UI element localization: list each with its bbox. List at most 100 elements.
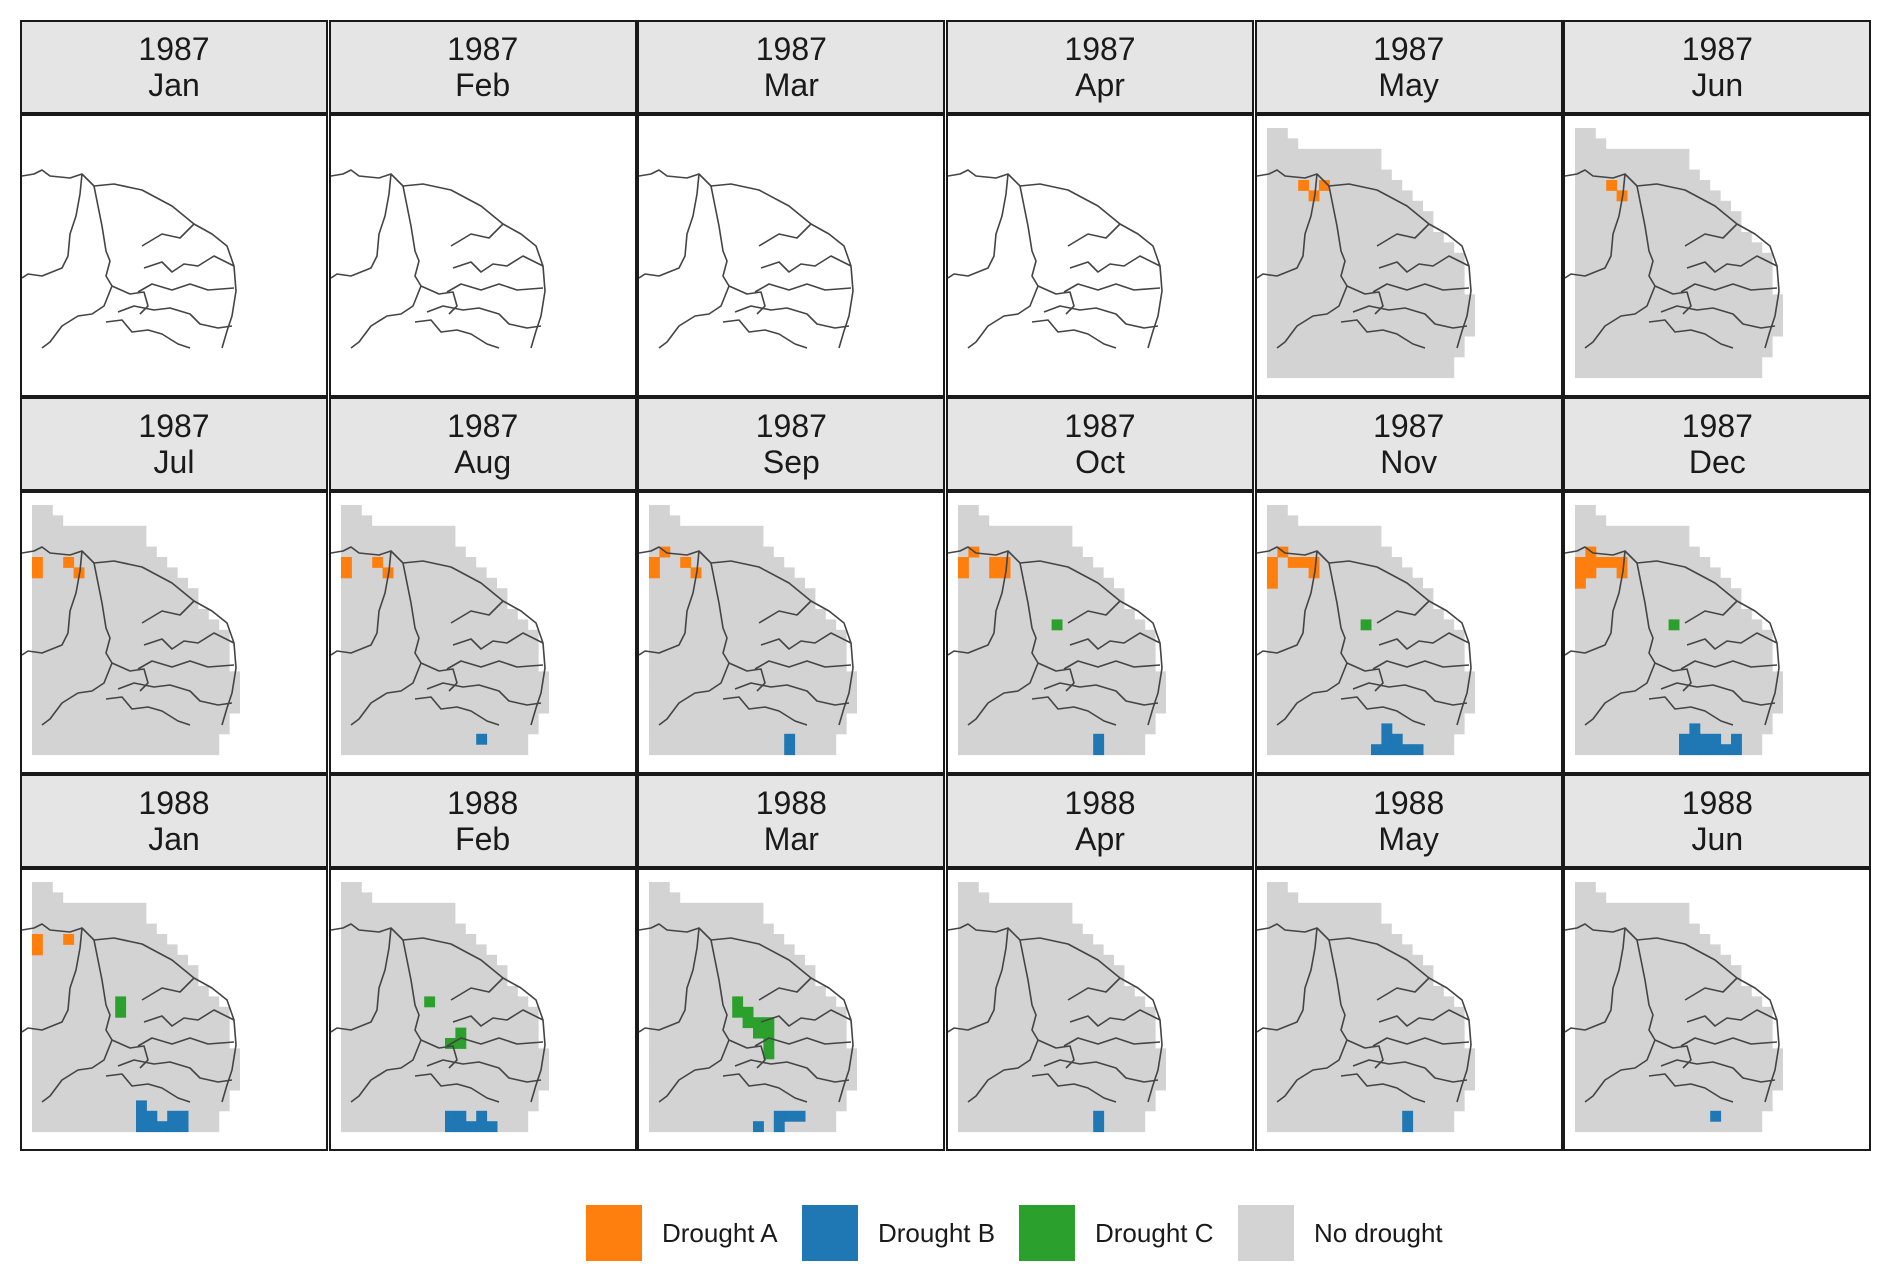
no-drought-cell-row [32,882,53,893]
no-drought-cell-row [649,629,847,640]
no-drought-cell-row [341,1090,539,1101]
no-drought-cell-row [649,1028,847,1039]
no-drought-cell-row [958,1049,1166,1060]
map-panel [329,114,637,397]
no-drought-cell-row [1267,1101,1465,1112]
drought-b-cell [1093,733,1104,744]
no-drought-cell-row [341,1101,539,1112]
drought-a-cell [32,557,43,568]
no-drought-cell-row [32,536,146,547]
no-drought-cell-row [341,723,539,734]
no-drought-cell-row [649,976,815,987]
no-drought-cell-row [958,893,989,904]
no-drought-cell-row [1575,914,1689,925]
no-drought-cell-row [1575,1111,1762,1122]
no-drought-cell-row [1267,159,1381,170]
border-line [118,306,232,328]
facet-year-label: 1988 [756,785,827,821]
drought-b-cell [455,1122,466,1133]
no-drought-cell-row [649,882,670,893]
no-drought-cell-row [341,1049,549,1060]
no-drought-cell-row [32,515,63,526]
drought-a-cell [341,557,352,568]
no-drought-cell-row [1575,190,1721,201]
no-drought-cell-row [1575,924,1700,935]
facet-year-label: 1987 [756,408,827,444]
map-svg [1565,116,1869,395]
no-drought-cell-row [649,713,847,724]
no-drought-cell-row [958,1007,1156,1018]
facet-strip-label: 1987 Oct [946,397,1254,491]
no-drought-cell-row [341,629,539,640]
no-drought-cell-row [649,723,847,734]
drought-b-cell [146,1111,157,1122]
no-drought-cell-row [958,536,1072,547]
no-drought-cell-row [1267,1007,1465,1018]
no-drought-cell-row [1575,893,1606,904]
map-panel [1563,868,1871,1151]
no-drought-cell-row [1575,1049,1783,1060]
facet-panel: 1988 May [1255,774,1563,1151]
no-drought-cell-row [32,914,146,925]
drought-a-cell [1298,557,1309,568]
no-drought-cell-row [1267,336,1465,347]
no-drought-cell-row [649,588,815,599]
no-drought-cell-row [649,609,826,620]
facet-panel: 1987 Apr [946,20,1254,397]
no-drought-cell-row [341,598,507,609]
no-drought-cell-row [1267,588,1433,599]
facet-month-label: Jun [1692,821,1744,857]
facet-strip-label: 1987 Mar [637,20,945,114]
no-drought-cell-row [1575,882,1596,893]
no-drought-cell-row [1575,222,1741,233]
facet-month-label: Feb [455,67,510,103]
drought-b-cell [1690,723,1701,734]
no-drought-cell-row [341,713,539,724]
drought-b-cell [1711,744,1722,755]
drought-c-cell [1052,619,1063,630]
no-drought-cell-row [1267,1111,1454,1122]
drought-b-cell [1381,744,1392,755]
no-drought-cell-row [649,1111,836,1122]
no-drought-cell-row [341,882,362,893]
border-line [759,224,851,272]
no-drought-cell-row [958,650,1156,661]
no-drought-cell-row [1267,903,1381,914]
no-drought-cell-row [1267,671,1475,682]
no-drought-cell-row [1575,903,1689,914]
no-drought-cell-row [1575,211,1741,222]
no-drought-cell-row [341,986,518,997]
facet-strip-label: 1987 May [1255,20,1563,114]
no-drought-cell-row [649,598,815,609]
facet-panel: 1987 Jun [1563,20,1871,397]
no-drought-cell-row [341,588,507,599]
facet-strip-label: 1988 Mar [637,774,945,868]
no-drought-cell-row [1267,138,1298,149]
no-drought-cell-row [341,914,455,925]
drought-a-cell [1267,577,1278,588]
facet-year-label: 1987 [138,31,209,67]
drought-a-cell [989,557,1000,568]
no-drought-cell-row [1575,976,1741,987]
no-drought-cell-row [341,1122,528,1133]
map-svg [22,870,326,1149]
no-drought-cell-row [1267,976,1433,987]
no-drought-cell-row [1267,211,1433,222]
no-drought-cell-row [649,1090,847,1101]
map-svg [948,870,1252,1149]
no-drought-cell-row [1267,986,1444,997]
facet-month-label: Apr [1075,821,1125,857]
drought-c-cell [733,1007,744,1018]
no-drought-cell-row [32,1111,219,1122]
no-drought-cell-row [1575,232,1752,243]
drought-b-cell [455,1111,466,1122]
no-drought-cell-row [32,945,178,956]
drought-a-cell [989,567,1000,578]
border-line [639,174,699,278]
facet-panel: 1988 Mar [637,774,945,1151]
no-drought-cell-row [32,966,198,977]
drought-c-cell [1360,619,1371,630]
drought-b-cell [1093,1111,1104,1122]
no-drought-cell-row [649,671,857,682]
no-drought-cell-row [341,945,487,956]
